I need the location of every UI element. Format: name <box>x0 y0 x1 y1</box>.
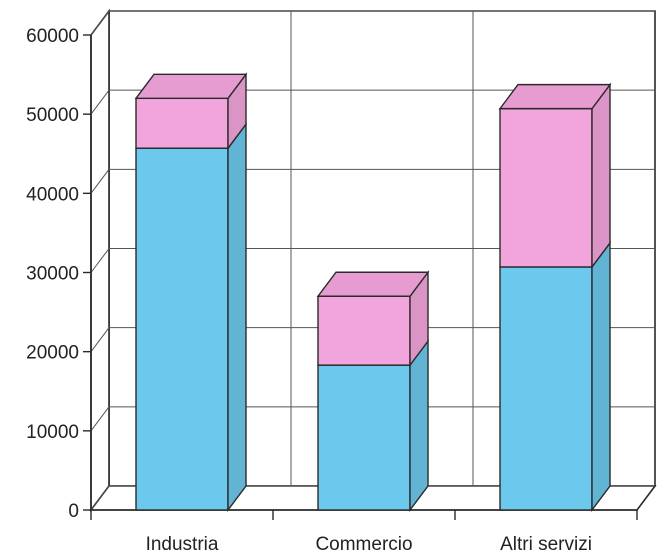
y-tick-label: 50000 <box>26 105 79 126</box>
bar-segment <box>135 97 229 149</box>
y-tick-label: 40000 <box>26 184 79 205</box>
bar-stack <box>316 270 430 513</box>
gridline-side <box>90 89 110 115</box>
x-category-label: Industria <box>146 534 219 555</box>
bar-segment <box>135 147 229 511</box>
y-axis <box>83 34 92 511</box>
bar-segment-top <box>134 73 248 100</box>
x-axis <box>90 509 638 520</box>
y-tick-label: 60000 <box>26 26 79 47</box>
bar-segment <box>499 107 593 268</box>
bar-segment-side <box>591 240 611 513</box>
bar-segment-side <box>227 122 247 513</box>
gridline-side <box>90 169 110 194</box>
y-tick-label: 30000 <box>26 264 79 285</box>
x-category-labels: Industria Commercio Altri servizi <box>146 534 592 555</box>
bar-segment <box>317 295 411 366</box>
bar-segment-top <box>316 271 430 297</box>
bar-segment-side <box>409 339 429 513</box>
gridline-side <box>90 485 110 511</box>
x-category-label: Commercio <box>315 534 412 555</box>
gridline-side <box>90 406 110 432</box>
gridline-side <box>90 248 110 273</box>
bar-stack <box>498 82 612 513</box>
gridline-side <box>90 10 110 36</box>
y-tick-label: 10000 <box>26 422 79 443</box>
bars <box>134 72 612 513</box>
x-category-label: Altri servizi <box>500 534 592 555</box>
bar-segment <box>317 364 411 511</box>
gridline-side <box>90 327 110 352</box>
bar-segment-top <box>498 83 612 110</box>
y-tick-labels: 0 10000 20000 30000 40000 50000 60000 <box>26 26 79 522</box>
y-tick-label: 0 <box>68 501 79 522</box>
bar-segment-side <box>591 82 611 270</box>
y-tick-label: 20000 <box>26 343 79 364</box>
bar-stack <box>134 72 248 513</box>
bar-segment <box>499 266 593 511</box>
